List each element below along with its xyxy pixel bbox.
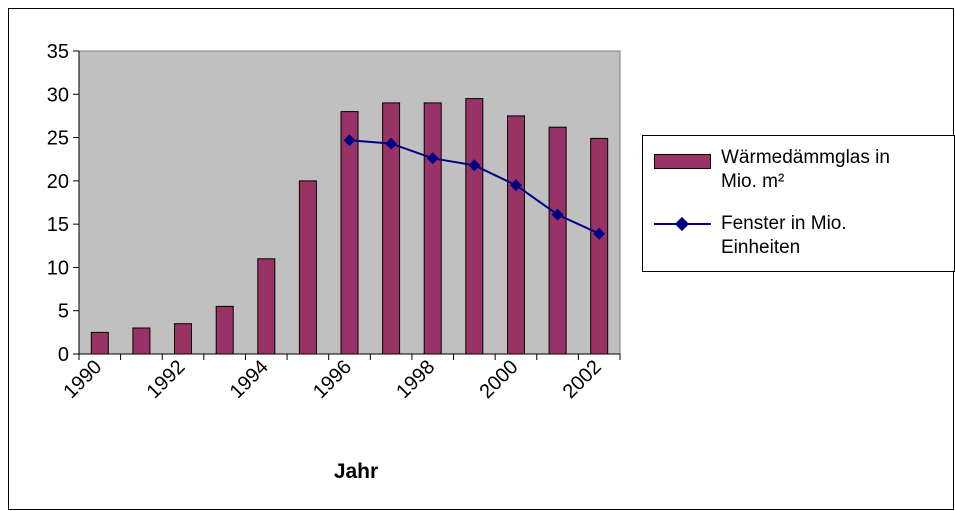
- legend-bar-swatch: [654, 154, 711, 169]
- bar-1996: [340, 111, 359, 355]
- x-tick-label-1996: 1996: [309, 356, 356, 403]
- bar-1999: [465, 98, 484, 355]
- line-point-1997: [385, 137, 398, 150]
- line-series: [343, 134, 606, 240]
- y-tick-label-25: 25: [47, 128, 69, 150]
- bar-1998: [423, 102, 442, 355]
- legend: Wärmedämmglas in Mio. m² Fenster in Mio.…: [642, 135, 955, 272]
- legend-line-label-line1: Fenster in Mio.: [721, 213, 847, 234]
- line-point-2000: [510, 179, 522, 192]
- y-tick-label-30: 30: [47, 84, 69, 106]
- axes: [73, 50, 621, 360]
- line-point-2001: [551, 208, 564, 221]
- bar-2000: [507, 115, 525, 355]
- bars: [90, 98, 609, 355]
- bar-2001: [548, 126, 567, 355]
- legend-bar-label-line2: Mio. m²: [721, 171, 785, 192]
- legend-bar-label: Wärmedämmglas in Mio. m²: [721, 146, 890, 194]
- x-tick-label-1998: 1998: [392, 356, 439, 403]
- legend-line-label-line2: Einheiten: [721, 237, 801, 258]
- x-axis-title: Jahr: [334, 460, 378, 483]
- y-tick-label-20: 20: [47, 171, 69, 193]
- y-tick-label-0: 0: [58, 344, 69, 366]
- line-point-1999: [468, 159, 481, 172]
- bar-1993: [215, 305, 234, 355]
- x-tick-label-1992: 1992: [143, 356, 190, 403]
- bar-1991: [132, 327, 151, 355]
- x-tick-label-2000: 2000: [475, 356, 522, 403]
- y-tick-label-15: 15: [47, 214, 69, 236]
- x-tick-label-1994: 1994: [226, 356, 273, 403]
- x-tick-label-2002: 2002: [559, 356, 606, 403]
- bar-1992: [174, 323, 192, 355]
- bar-1994: [257, 258, 276, 355]
- bar-1995: [298, 180, 317, 355]
- legend-diamond-icon: [674, 216, 690, 232]
- legend-bar-label-line1: Wärmedämmglas in: [721, 147, 890, 168]
- y-tick-label-5: 5: [58, 301, 69, 323]
- legend-line-label: Fenster in Mio. Einheiten: [721, 212, 847, 260]
- line-point-2002: [593, 227, 606, 240]
- y-tick-label-35: 35: [47, 41, 69, 63]
- bar-1990: [90, 331, 109, 355]
- bar-2002: [590, 137, 609, 355]
- y-tick-label-10: 10: [47, 257, 69, 279]
- line-point-1998: [426, 152, 439, 165]
- line-point-1996: [343, 134, 356, 147]
